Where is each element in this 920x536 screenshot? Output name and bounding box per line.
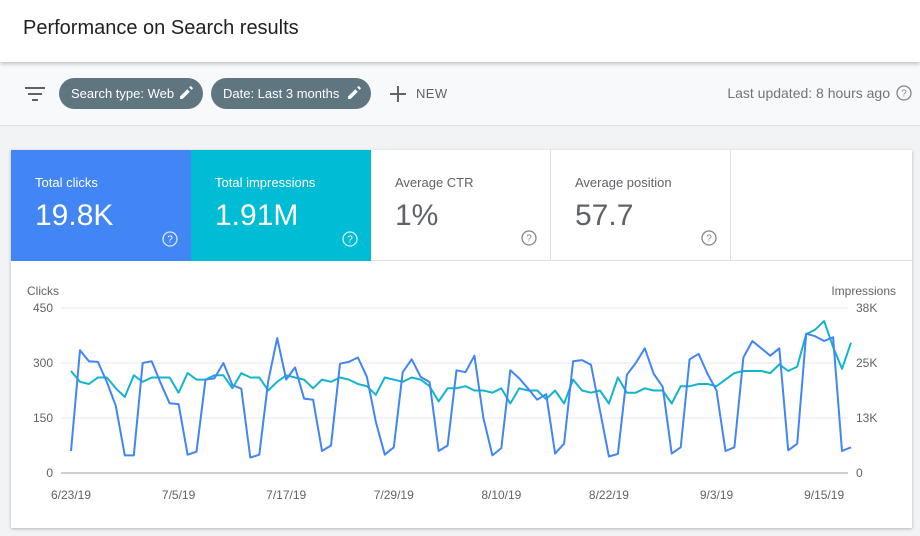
- metric-label: Total impressions: [215, 175, 316, 190]
- metric-value: 1%: [395, 199, 439, 232]
- x-tick-label: 8/22/19: [589, 488, 629, 502]
- filter-icon[interactable]: [24, 84, 46, 104]
- metric-average-position[interactable]: Average position 57.7 ?: [551, 150, 731, 261]
- metric-average-ctr[interactable]: Average CTR 1% ?: [371, 150, 551, 261]
- help-icon[interactable]: ?: [701, 230, 717, 246]
- pencil-icon[interactable]: [179, 86, 193, 100]
- divider: [731, 260, 912, 261]
- right-axis-title: Impressions: [831, 284, 896, 298]
- page-title: Performance on Search results: [23, 17, 299, 39]
- date-filter-label: Date: Last 3 months: [223, 86, 340, 101]
- page-header: Performance on Search results: [0, 0, 920, 62]
- x-tick-label: 9/15/19: [804, 488, 844, 502]
- metric-value: 19.8K: [35, 199, 114, 232]
- plus-icon: [390, 86, 406, 102]
- help-icon[interactable]: ?: [896, 85, 912, 101]
- filter-bar: Search type: Web Date: Last 3 months NEW…: [0, 62, 920, 126]
- help-icon[interactable]: ?: [162, 231, 178, 247]
- metric-label: Total clicks: [35, 175, 98, 190]
- metric-total-impressions[interactable]: Total impressions 1.91M ?: [191, 150, 371, 261]
- metric-value: 57.7: [575, 199, 634, 232]
- x-tick-label: 9/3/19: [700, 488, 734, 502]
- svg-text:?: ?: [167, 235, 173, 246]
- svg-text:?: ?: [526, 234, 532, 245]
- performance-chart: Clicks Impressions 450 300 150 0 38K 25K 13K 0…: [27, 284, 896, 502]
- left-tick-label: 300: [33, 356, 53, 370]
- x-tick-label: 6/23/19: [51, 488, 91, 502]
- right-tick-label: 13K: [856, 411, 877, 425]
- new-filter-button[interactable]: NEW: [388, 82, 448, 106]
- svg-text:?: ?: [901, 89, 907, 100]
- performance-card: Total clicks 19.8K ? Total impressions 1…: [11, 150, 912, 528]
- left-tick-label: 0: [46, 466, 53, 480]
- right-tick-label: 0: [856, 466, 863, 480]
- metric-label: Average position: [575, 175, 672, 190]
- right-tick-label: 38K: [856, 301, 877, 315]
- search-type-filter-chip[interactable]: Search type: Web: [59, 78, 203, 109]
- svg-text:?: ?: [347, 235, 353, 246]
- x-tick-label: 7/17/19: [266, 488, 306, 502]
- date-filter-chip[interactable]: Date: Last 3 months: [211, 78, 371, 109]
- last-updated-text: Last updated: 8 hours ago: [727, 85, 890, 101]
- svg-text:?: ?: [706, 234, 712, 245]
- metric-value: 1.91M: [215, 199, 299, 232]
- left-tick-label: 450: [33, 301, 53, 315]
- pencil-icon[interactable]: [347, 86, 361, 100]
- search-type-filter-label: Search type: Web: [71, 86, 175, 101]
- x-tick-label: 7/29/19: [374, 488, 414, 502]
- left-tick-label: 150: [33, 411, 53, 425]
- help-icon[interactable]: ?: [342, 231, 358, 247]
- metric-total-clicks[interactable]: Total clicks 19.8K ?: [11, 150, 191, 261]
- series-line-clicks[interactable]: [70, 332, 852, 459]
- right-tick-label: 25K: [856, 356, 877, 370]
- x-tick-label: 8/10/19: [481, 488, 521, 502]
- x-tick-label: 7/5/19: [162, 488, 196, 502]
- new-filter-label: NEW: [416, 86, 448, 101]
- metric-label: Average CTR: [395, 175, 474, 190]
- left-axis-title: Clicks: [27, 284, 59, 298]
- help-icon[interactable]: ?: [521, 230, 537, 246]
- series-line-impressions[interactable]: [70, 320, 852, 405]
